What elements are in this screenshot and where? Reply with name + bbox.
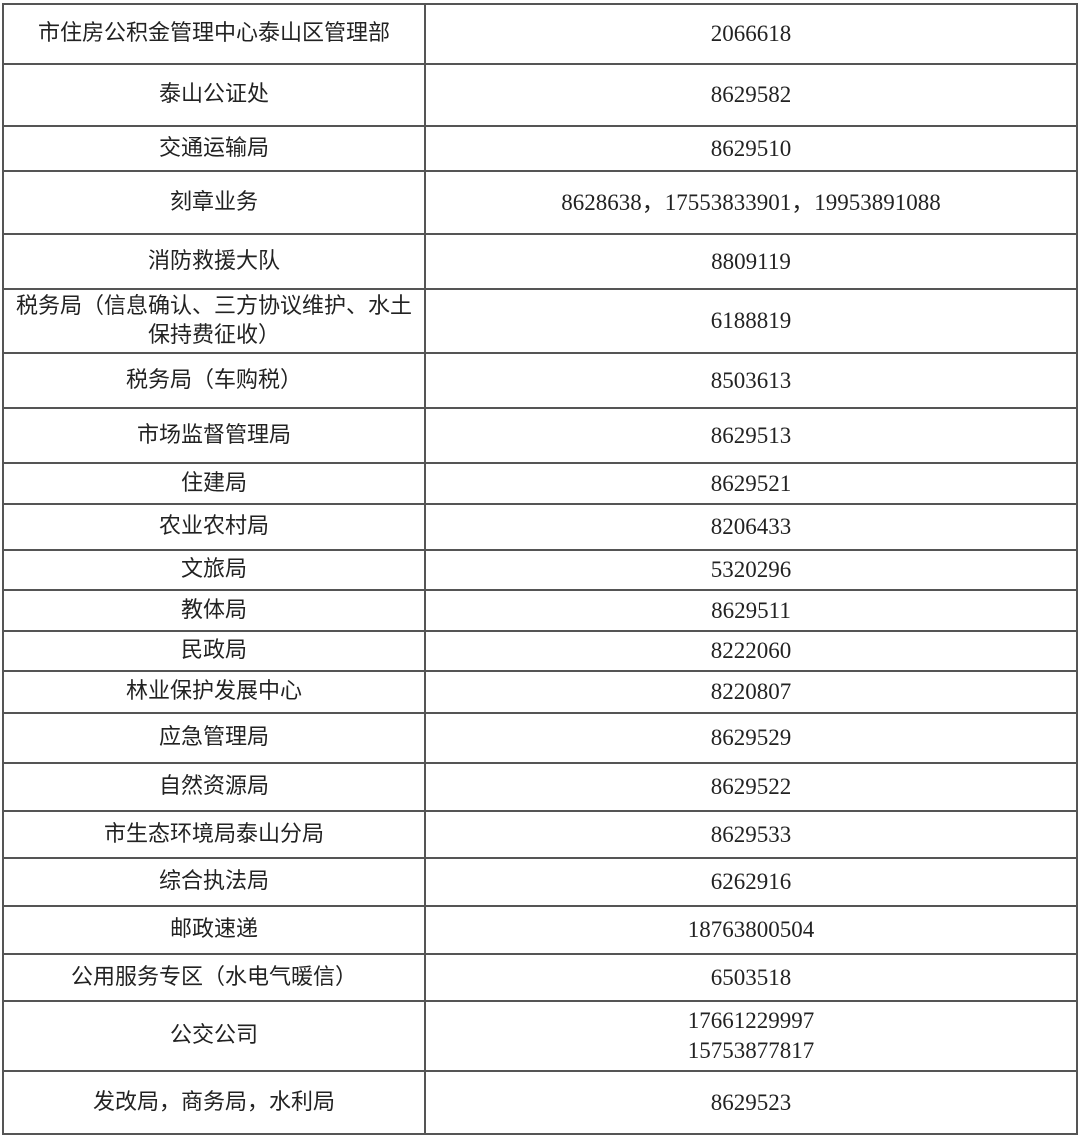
phone-number: 8629533 [424,810,1078,859]
table-row: 公用服务专区（水电气暖信） 6503518 [2,953,1078,1002]
department-name: 应急管理局 [2,712,426,764]
department-name: 林业保护发展中心 [2,670,426,714]
phone-number: 8222060 [424,630,1078,672]
phone-number: 8628638，17553833901，19953891088 [424,170,1078,235]
table-row: 自然资源局 8629522 [2,762,1078,812]
department-name: 邮政速递 [2,905,426,955]
department-name: 公用服务专区（水电气暖信） [2,953,426,1002]
department-name: 税务局（信息确认、三方协议维护、水土保持费征收） [2,288,426,354]
department-name: 文旅局 [2,549,426,591]
table-row: 住建局 8629521 [2,462,1078,505]
phone-number: 18763800504 [424,905,1078,955]
department-name: 农业农村局 [2,503,426,551]
department-name: 自然资源局 [2,762,426,812]
table-row: 邮政速递 18763800504 [2,905,1078,955]
table-row: 刻章业务 8628638，17553833901，19953891088 [2,170,1078,235]
phone-number: 8629522 [424,762,1078,812]
department-name: 市场监督管理局 [2,407,426,464]
table-row: 林业保护发展中心 8220807 [2,670,1078,714]
phone-number-line: 15753877817 [687,1038,815,1063]
department-name: 教体局 [2,589,426,632]
table-row: 教体局 8629511 [2,589,1078,632]
table-row: 综合执法局 6262916 [2,857,1078,907]
table-row: 市住房公积金管理中心泰山区管理部 2066618 [2,3,1078,65]
table-row: 泰山公证处 8629582 [2,63,1078,127]
department-name: 发改局，商务局，水利局 [2,1070,426,1135]
table-row: 税务局（车购税） 8503613 [2,352,1078,409]
phone-number: 8629521 [424,462,1078,505]
phone-number: 6503518 [424,953,1078,1002]
department-name: 刻章业务 [2,170,426,235]
phone-number: 8629523 [424,1070,1078,1135]
phone-number: 8629511 [424,589,1078,632]
phone-number: 8503613 [424,352,1078,409]
department-name: 消防救援大队 [2,233,426,290]
table-row: 发改局，商务局，水利局 8629523 [2,1070,1078,1135]
phone-number: 8809119 [424,233,1078,290]
table-row: 市场监督管理局 8629513 [2,407,1078,464]
table-row: 消防救援大队 8809119 [2,233,1078,290]
department-name: 综合执法局 [2,857,426,907]
phone-number: 8629510 [424,125,1078,172]
department-name: 交通运输局 [2,125,426,172]
phone-number: 8206433 [424,503,1078,551]
department-name: 泰山公证处 [2,63,426,127]
contact-table: 市住房公积金管理中心泰山区管理部 2066618 泰山公证处 8629582 交通运输局… [2,3,1078,1135]
table-row: 应急管理局 8629529 [2,712,1078,764]
phone-number: 6188819 [424,288,1078,354]
phone-number: 6262916 [424,857,1078,907]
department-name: 税务局（车购税） [2,352,426,409]
table-row: 公交公司 17661229997 15753877817 [2,1000,1078,1072]
phone-number: 8629582 [424,63,1078,127]
table-row: 民政局 8222060 [2,630,1078,672]
table-row: 农业农村局 8206433 [2,503,1078,551]
phone-number: 2066618 [424,3,1078,65]
phone-number: 8629529 [424,712,1078,764]
table-row: 交通运输局 8629510 [2,125,1078,172]
table-row: 市生态环境局泰山分局 8629533 [2,810,1078,859]
phone-number: 8629513 [424,407,1078,464]
department-name: 民政局 [2,630,426,672]
department-name: 公交公司 [2,1000,426,1072]
phone-number: 5320296 [424,549,1078,591]
phone-number: 17661229997 15753877817 [424,1000,1078,1072]
table-row: 文旅局 5320296 [2,549,1078,591]
department-name: 住建局 [2,462,426,505]
phone-number: 8220807 [424,670,1078,714]
department-name: 市住房公积金管理中心泰山区管理部 [2,3,426,65]
phone-number-line: 17661229997 [687,1008,815,1033]
department-name: 市生态环境局泰山分局 [2,810,426,859]
table-row: 税务局（信息确认、三方协议维护、水土保持费征收） 6188819 [2,288,1078,354]
